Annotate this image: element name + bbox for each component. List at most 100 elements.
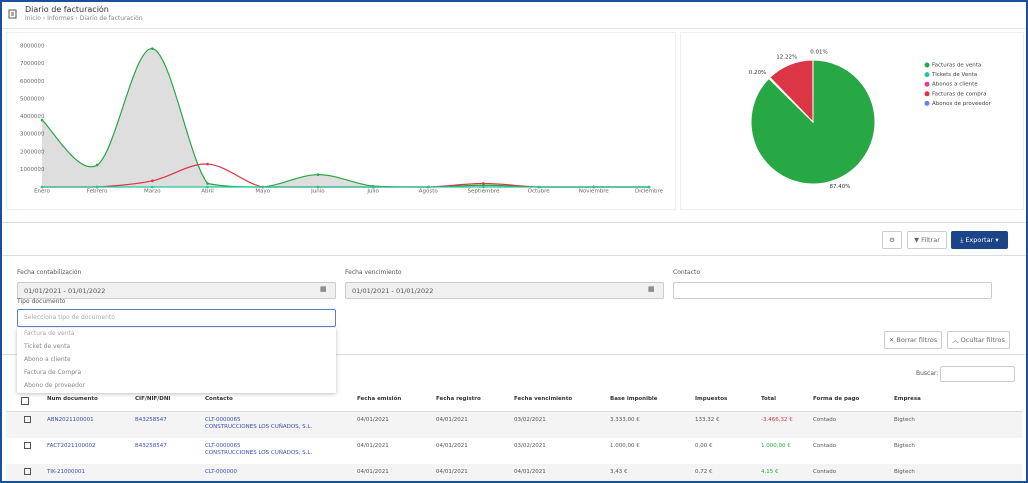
legend-label: Facturas de venta	[932, 63, 981, 69]
table-cell[interactable]: CLT-0000065	[205, 417, 241, 423]
checkbox[interactable]	[24, 468, 31, 475]
column-header[interactable]: Total	[761, 396, 777, 402]
search-label: Buscar:	[916, 370, 939, 377]
table-cell: 1.000,00 €	[761, 443, 791, 449]
table-cell[interactable]: TIK-21000001	[47, 469, 85, 475]
table-cell: 133,32 €	[695, 417, 720, 423]
point	[482, 182, 485, 185]
crumb[interactable]: Inicio	[25, 15, 41, 22]
point	[206, 162, 209, 166]
dropdown-option[interactable]: Factura de Compra	[24, 369, 82, 376]
column-header[interactable]: Fecha registro	[436, 396, 481, 402]
column-header[interactable]: Num documento	[47, 396, 98, 402]
filter-input[interactable]	[673, 282, 992, 299]
dropdown	[17, 328, 336, 393]
y-tick-label: 3000000	[20, 132, 45, 138]
filter-button[interactable]: ▼ Filtrar	[907, 231, 947, 249]
filter-button[interactable]: ✕ Borrar filtros	[884, 331, 942, 349]
column-header[interactable]: Impuestos	[695, 396, 728, 402]
table-cell[interactable]: CONSTRUCCIONES LOS CUÑADOS, S.L.	[205, 424, 313, 430]
point	[206, 182, 209, 185]
checkbox[interactable]	[24, 416, 31, 423]
x-tick-label: Febrero	[87, 189, 108, 195]
table-cell[interactable]: B43258547	[135, 443, 167, 449]
point	[537, 185, 540, 189]
table-cell: 04/01/2021	[436, 469, 468, 475]
table-cell[interactable]: CLT-0000065	[205, 443, 241, 449]
pie-label: 0.20%	[749, 70, 766, 76]
table-cell: 03/02/2021	[514, 443, 546, 449]
point	[316, 173, 320, 176]
y-tick-label: 4000000	[20, 114, 45, 120]
calendar-icon: ▦	[648, 285, 655, 293]
table-cell: Bigtech	[894, 443, 915, 449]
page-title: Diario de facturación	[25, 5, 109, 14]
x-tick-label: Noviembre	[579, 189, 610, 195]
dropdown-option[interactable]: Abono a cliente	[24, 356, 71, 363]
y-tick-label: 7000000	[20, 61, 45, 67]
table-cell: 4,15 €	[761, 469, 779, 475]
table-cell: Bigtech	[894, 417, 915, 423]
checkbox[interactable]	[24, 442, 31, 449]
table-cell: 04/01/2021	[357, 469, 389, 475]
point	[316, 185, 320, 189]
point	[647, 185, 651, 189]
dropdown-option[interactable]: Factura de venta	[24, 330, 75, 337]
y-tick-label: 5000000	[20, 96, 45, 102]
crumb: Diario de facturación	[79, 15, 143, 22]
column-header[interactable]: Fecha emisión	[357, 396, 402, 402]
header-bar	[2, 2, 1026, 29]
filter-input[interactable]: 01/01/2021 - 01/01/2022	[17, 282, 336, 299]
dropdown-option[interactable]: Ticket de venta	[24, 343, 71, 350]
table-cell[interactable]: CONSTRUCCIONES LOS CUÑADOS, S.L.	[205, 450, 313, 456]
pie-label: 0.01%	[810, 50, 827, 56]
crumb[interactable]: Informes	[47, 15, 74, 22]
filter-label: Fecha contabilización	[17, 269, 82, 276]
pie-panel	[680, 32, 1024, 210]
table-cell[interactable]: FACT2021100002	[47, 443, 96, 449]
table-cell: 0,00 €	[695, 443, 713, 449]
x-tick-label: Enero	[34, 189, 50, 195]
point	[371, 185, 375, 189]
point	[151, 179, 154, 183]
point	[151, 47, 154, 50]
filter-button[interactable]: ︿ Ocultar filtros	[947, 331, 1010, 349]
table-cell[interactable]: CLT-000000	[205, 469, 237, 475]
x-tick-label: Junio	[310, 189, 325, 195]
column-header[interactable]: Empresa	[894, 396, 921, 402]
column-header[interactable]: Contacto	[205, 396, 233, 402]
divider	[2, 354, 1026, 355]
point	[426, 185, 430, 189]
column-header[interactable]: Fecha vencimiento	[514, 396, 573, 402]
settings-button[interactable]: ⚙	[882, 231, 902, 249]
x-tick-label: Marzo	[144, 189, 161, 195]
legend-swatch	[924, 72, 930, 78]
column-header[interactable]: Base imponible	[610, 396, 658, 402]
y-tick-label: 1000000	[20, 167, 45, 173]
point	[482, 185, 485, 189]
export-button[interactable]: ⤓ Exportar ▾	[951, 231, 1008, 249]
pie-label: 87.40%	[829, 184, 850, 190]
table-cell: Contado	[813, 417, 837, 423]
table-cell[interactable]: B43258547	[135, 417, 167, 423]
table-row	[6, 464, 1022, 481]
y-tick-label: 8000000	[20, 44, 45, 50]
table-cell: -3.466,32 €	[761, 417, 793, 423]
table-cell: Contado	[813, 469, 837, 475]
filter-input[interactable]: 01/01/2021 - 01/01/2022	[345, 282, 664, 299]
search-input[interactable]	[940, 366, 1015, 382]
x-tick-label: Octubre	[528, 189, 551, 195]
table-cell[interactable]: ABN2021100001	[47, 417, 94, 423]
charts: 1000000 2000000 3000000 4000000 5000000 60000…	[20, 44, 992, 195]
dropdown-option[interactable]: Abono de proveedor	[24, 382, 86, 389]
column-header[interactable]: CIF/NIF/DNI	[135, 396, 171, 402]
checkbox[interactable]	[21, 397, 29, 405]
point	[95, 163, 99, 167]
header-row	[6, 391, 1022, 412]
select-input[interactable]: Selecciona tipo de documento	[17, 309, 336, 327]
table-cell: 0,72 €	[695, 469, 713, 475]
page-icon	[8, 9, 17, 19]
divider	[2, 255, 1026, 256]
column-header[interactable]: Forma de pago	[813, 396, 860, 402]
